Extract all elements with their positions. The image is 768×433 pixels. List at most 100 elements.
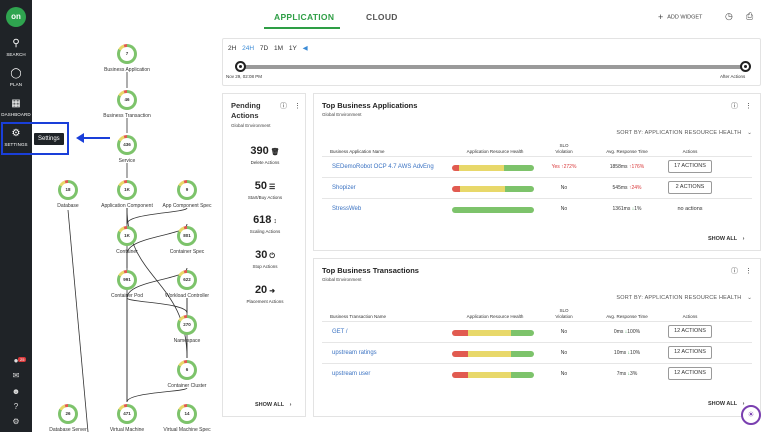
panel-icons: ⓘ ⋮ xyxy=(731,266,752,276)
time-option-1m[interactable]: 1M xyxy=(274,45,284,52)
topology-node-vm[interactable]: 471 xyxy=(117,404,137,424)
assistant-icon[interactable]: ☀ xyxy=(741,405,761,425)
more-vertical-icon[interactable]: ⋮ xyxy=(293,103,301,110)
arrow-right-icon: ➜ xyxy=(269,288,276,295)
help-icon[interactable]: ? xyxy=(13,402,19,411)
add-widget-label: ADD WIDGET xyxy=(667,14,703,21)
topology-node-cs[interactable]: 801 xyxy=(177,226,197,246)
row-name-link[interactable]: StressWeb xyxy=(332,206,362,212)
topology-node-ba[interactable]: 7 xyxy=(117,44,137,64)
slo-line2: Violation xyxy=(555,313,573,319)
response-change: 24% xyxy=(631,185,642,191)
node-label: Container Pod xyxy=(111,293,143,299)
node-label: Workload Controller xyxy=(164,293,210,299)
sort-dropdown[interactable]: SORT BY: APPLICATION RESOURCE HEALTH ⌄ xyxy=(616,130,752,136)
more-vertical-icon[interactable]: ⋮ xyxy=(745,103,752,110)
scaling-actions[interactable]: 618 ↕ Scaling Actions xyxy=(223,210,307,234)
health-segment xyxy=(511,351,534,357)
no-actions-label: no actions xyxy=(677,206,703,212)
topology-node-wc[interactable]: 622 xyxy=(177,270,197,290)
pending-show-all[interactable]: SHOW ALL › xyxy=(255,402,291,408)
mail-icon[interactable]: ✉ xyxy=(12,371,20,380)
timeline-end-label: After Actions xyxy=(720,74,746,79)
stop-actions[interactable]: 30 ⏻ Stop Actions xyxy=(223,245,307,269)
timeline-track[interactable] xyxy=(241,65,746,69)
table-row: GET / No 0ms ↓100% 12 ACTIONS xyxy=(322,321,752,343)
node-count: 14 xyxy=(180,407,194,421)
topology-node-cp[interactable]: 991 xyxy=(117,270,137,290)
arrow-left-icon xyxy=(76,133,110,143)
sidebar-item-label: SEARCH xyxy=(6,52,26,57)
tx-show-all[interactable]: SHOW ALL › xyxy=(708,401,744,407)
action-count: 50 xyxy=(254,180,267,192)
topology-node-ns[interactable]: 270 xyxy=(177,315,197,335)
user-icon[interactable]: ☻ xyxy=(11,387,21,396)
time-option-1y[interactable]: 1Y xyxy=(288,45,297,52)
slo-line1: SLO xyxy=(559,308,569,313)
history-icon[interactable]: ◷ xyxy=(725,11,733,21)
sidebar-item-settings[interactable]: ⚙ SETTINGS xyxy=(0,128,32,147)
timeline-end-handle[interactable] xyxy=(740,61,751,72)
help-circle-icon[interactable]: ⓘ xyxy=(731,103,739,110)
actions-button[interactable]: 17 ACTIONS xyxy=(668,160,712,173)
row-name-link[interactable]: Shopizer xyxy=(332,185,356,191)
row-name-link[interactable]: upstream ratings xyxy=(332,350,377,356)
notifications-icon[interactable]: ● xyxy=(13,356,19,365)
dashboard-icon: ▦ xyxy=(11,98,21,109)
time-option-24h[interactable]: 24H xyxy=(242,45,255,52)
settings-small-icon[interactable]: ⚙ xyxy=(12,417,20,426)
row-name-link[interactable]: GET / xyxy=(332,329,348,335)
timeline-start-handle[interactable] xyxy=(235,61,246,72)
tab-cloud[interactable]: CLOUD xyxy=(366,12,398,22)
print-icon[interactable]: ⎙ xyxy=(746,11,754,21)
table-row: SEDemoRobot OCP 4.7 AWS AdvEng Yes ↑272% 1… xyxy=(322,156,752,178)
node-count: 1K xyxy=(120,229,134,243)
actions-button[interactable]: 12 ACTIONS xyxy=(668,367,712,380)
topology-node-db[interactable]: 18 xyxy=(58,180,78,200)
topology-node-bt[interactable]: 46 xyxy=(117,90,137,110)
row-name-link[interactable]: upstream user xyxy=(332,371,371,377)
topology-node-ac[interactable]: 1K xyxy=(117,180,137,200)
topology-node-vms[interactable]: 14 xyxy=(177,404,197,424)
speaker-icon[interactable]: ◀ xyxy=(302,45,308,52)
row-name-link[interactable]: SEDemoRobot OCP 4.7 AWS AdvEng xyxy=(332,164,434,170)
response-change: 176% xyxy=(631,164,645,170)
time-option-7d[interactable]: 7D xyxy=(259,45,269,52)
sidebar-item-plan[interactable]: ◯ PLAN xyxy=(0,68,32,87)
time-option-2h[interactable]: 2H xyxy=(228,45,237,52)
topology-node-ct[interactable]: 1K xyxy=(117,226,137,246)
actions-button[interactable]: 2 ACTIONS xyxy=(668,181,712,194)
action-label: Placement Actions xyxy=(246,299,284,304)
show-all-label: SHOW ALL xyxy=(255,402,285,408)
settings-tooltip: Settings xyxy=(34,133,64,145)
sidebar-item-dashboard[interactable]: ▦ DASHBOARD xyxy=(0,98,32,117)
topology-node-cc[interactable]: 6 xyxy=(177,360,197,380)
start-buy-actions[interactable]: 50 ☰ Start/Buy Actions xyxy=(223,176,307,200)
placement-actions[interactable]: 20 ➜ Placement Actions xyxy=(223,280,307,304)
health-segment xyxy=(468,330,512,336)
logo[interactable]: on xyxy=(6,7,26,27)
actions-button[interactable]: 12 ACTIONS xyxy=(668,325,712,338)
topology-node-svc[interactable]: 436 xyxy=(117,135,137,155)
panel-title: Top Business Transactions xyxy=(322,266,419,275)
sort-dropdown[interactable]: SORT BY: APPLICATION RESOURCE HEALTH ⌄ xyxy=(616,295,752,301)
node-count: 7 xyxy=(120,47,134,61)
actions-button[interactable]: 12 ACTIONS xyxy=(668,346,712,359)
chevron-down-icon: ⌄ xyxy=(747,130,752,136)
delete-actions[interactable]: 390 🗑 Delete Actions xyxy=(223,141,307,165)
tab-application[interactable]: APPLICATION xyxy=(274,12,335,22)
node-count: 991 xyxy=(120,273,134,287)
apps-show-all[interactable]: SHOW ALL › xyxy=(708,236,744,242)
sidebar-item-search[interactable]: ⚲ SEARCH xyxy=(0,38,32,57)
topology-node-dbs[interactable]: 26 xyxy=(58,404,78,424)
pending-title-line2: Actions xyxy=(231,111,259,120)
response-change: 100% xyxy=(627,329,641,335)
response-value: 1361ms xyxy=(612,206,631,212)
help-circle-icon[interactable]: ⓘ xyxy=(731,268,739,275)
sidebar-item-label: SETTINGS xyxy=(4,142,28,147)
help-circle-icon[interactable]: ⓘ xyxy=(280,103,287,110)
topology-node-acs[interactable]: 9 xyxy=(177,180,197,200)
more-vertical-icon[interactable]: ⋮ xyxy=(745,268,752,275)
arrow-down-icon: ↓ xyxy=(627,350,631,356)
add-widget-button[interactable]: + ADD WIDGET xyxy=(658,12,702,22)
